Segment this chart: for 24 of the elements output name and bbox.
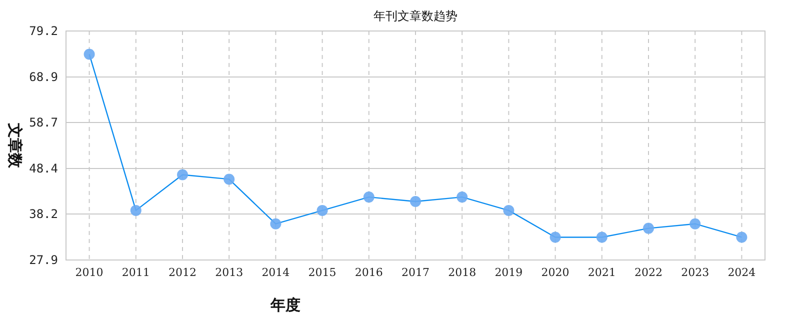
x-tick-label: 2012 [168, 266, 196, 279]
y-tick-label: 68.9 [29, 70, 58, 84]
x-tick-label: 2018 [448, 266, 476, 279]
x-tick-label: 2023 [681, 266, 710, 279]
y-tick-label: 58.7 [29, 116, 58, 130]
y-tick-label: 38.2 [29, 207, 58, 222]
y-axis-title: 文章数 [6, 122, 24, 169]
x-tick-label: 2024 [728, 266, 756, 279]
y-tick-label: 48.4 [29, 161, 58, 176]
x-tick-label: 2019 [494, 266, 523, 279]
x-tick-label: 2021 [588, 266, 616, 279]
y-tick-label: 27.9 [29, 253, 58, 267]
x-tick-label: 2015 [308, 266, 336, 279]
x-tick-label: 2014 [262, 266, 290, 279]
x-tick-label: 2010 [75, 266, 104, 279]
x-tick-label: 2017 [402, 266, 430, 279]
chart-title: 年刊文章数趋势 [374, 9, 458, 23]
y-tick-label: 79.2 [29, 24, 58, 38]
x-tick-label: 2016 [354, 266, 383, 279]
x-tick-label: 2011 [122, 266, 150, 279]
x-tick-label: 2020 [541, 266, 570, 279]
x-tick-label: 2013 [215, 266, 244, 279]
x-tick-label: 2022 [634, 266, 662, 279]
x-axis-title: 年度 [270, 296, 300, 314]
